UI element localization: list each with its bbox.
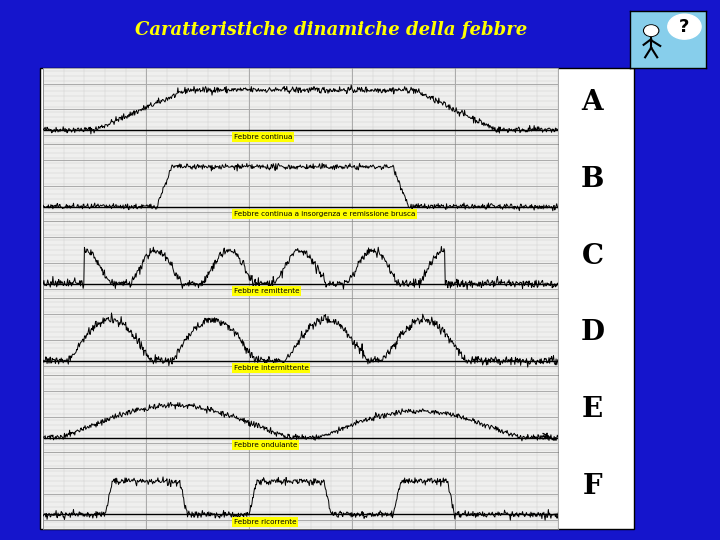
Text: Febbre ricorrente: Febbre ricorrente [234, 519, 297, 525]
Text: Febbre remittente: Febbre remittente [234, 288, 300, 294]
Text: A: A [582, 89, 603, 116]
Text: Febbre continua a insorgenza e remissione brusca: Febbre continua a insorgenza e remission… [234, 211, 415, 217]
Text: Caratteristiche dinamiche della febbre: Caratteristiche dinamiche della febbre [135, 21, 527, 39]
Circle shape [644, 25, 659, 36]
Text: D: D [580, 320, 605, 347]
Text: Febbre continua: Febbre continua [234, 134, 292, 140]
Text: Febbre intermittente: Febbre intermittente [234, 365, 309, 371]
Text: C: C [582, 242, 603, 269]
Circle shape [668, 14, 701, 39]
Text: E: E [582, 396, 603, 423]
Text: F: F [582, 474, 603, 501]
Circle shape [644, 26, 657, 36]
Text: Febbre ondulante: Febbre ondulante [234, 442, 297, 448]
Text: ?: ? [679, 18, 690, 36]
Text: B: B [581, 166, 604, 193]
